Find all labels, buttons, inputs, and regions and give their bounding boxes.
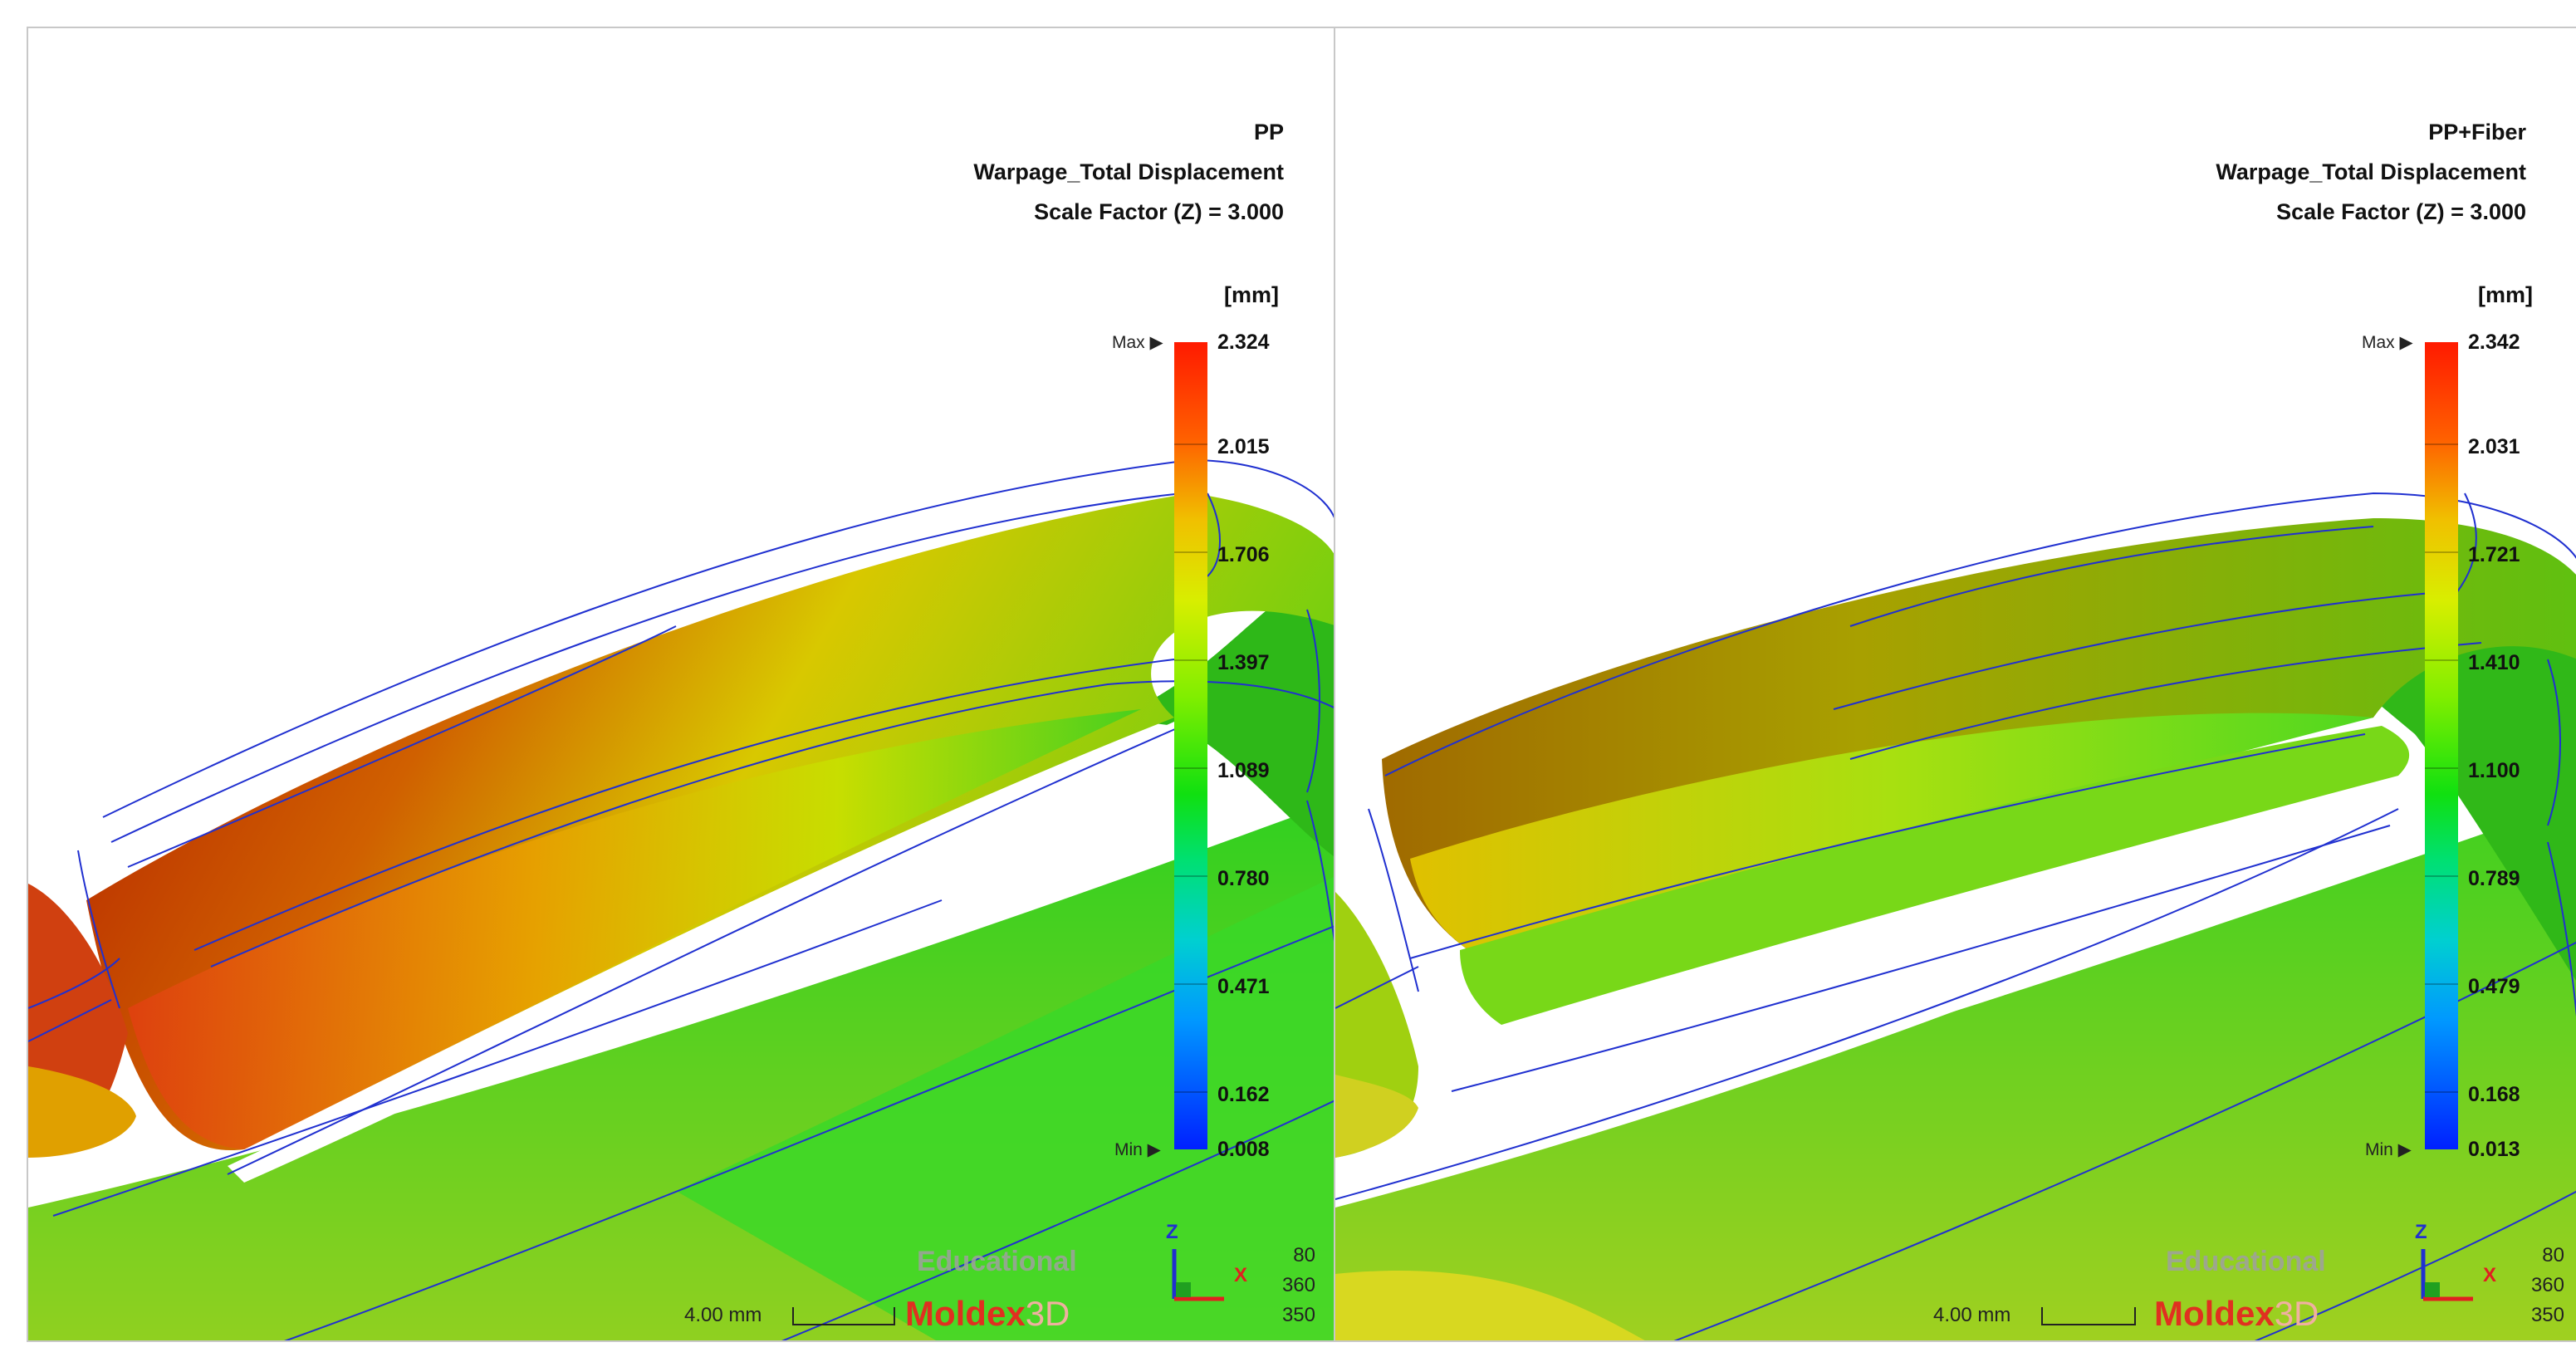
- legend-tick: [2425, 983, 2458, 985]
- legend-tick: [1174, 659, 1207, 661]
- legend-value: 2.015: [1217, 435, 1270, 458]
- color-legend-bar: [2425, 342, 2458, 1149]
- legend-tick: [2425, 551, 2458, 553]
- color-legend-bar: [1174, 342, 1207, 1149]
- legend-value: 0.479: [2468, 975, 2520, 998]
- scale-bar: [2041, 1307, 2136, 1325]
- legend-value: 1.089: [1217, 759, 1270, 782]
- min-marker: Min ▶: [1114, 1140, 1161, 1159]
- legend-value: 1.100: [2468, 759, 2520, 782]
- legend-value: 1.706: [1217, 543, 1270, 566]
- view-angle-1: 80: [1293, 1244, 1315, 1266]
- legend-value: 0.780: [1217, 867, 1270, 890]
- model-render-pp[interactable]: [28, 28, 1335, 1342]
- legend-unit: [mm]: [2478, 282, 2533, 307]
- legend-value: 2.031: [2468, 435, 2520, 458]
- legend-tick: [2425, 875, 2458, 877]
- axis-z-label: Z: [2415, 1221, 2427, 1243]
- max-marker: Max ▶: [2362, 333, 2413, 352]
- scale-bar-label: 4.00 mm: [684, 1304, 762, 1326]
- max-marker: Max ▶: [1112, 333, 1163, 352]
- moldex3d-logo: Moldex3D: [2154, 1294, 2319, 1333]
- view-angle-2: 360: [2530, 1274, 2564, 1296]
- model-render-pp-fiber[interactable]: [1335, 28, 2576, 1342]
- legend-value: 0.162: [1217, 1083, 1270, 1106]
- scale-factor-label: Scale Factor (Z) = 3.000: [1034, 199, 1284, 224]
- axis-triad-icon: [2421, 1249, 2473, 1301]
- scale-bar-label: 4.00 mm: [1933, 1304, 2011, 1326]
- educational-watermark: Educational: [2166, 1246, 2326, 1277]
- legend-value: 0.168: [2468, 1083, 2520, 1106]
- scale-factor-label: Scale Factor (Z) = 3.000: [2276, 199, 2526, 224]
- moldex3d-logo: Moldex3D: [905, 1294, 1070, 1333]
- min-marker: Min ▶: [2365, 1140, 2412, 1159]
- result-label: Warpage_Total Displacement: [2216, 159, 2526, 184]
- legend-value: 1.397: [1217, 651, 1270, 674]
- material-label: PP: [1253, 120, 1284, 145]
- legend-tick: [2425, 659, 2458, 661]
- axis-triad-icon: [1172, 1249, 1224, 1301]
- legend-tick: [1174, 443, 1207, 445]
- legend-unit: [mm]: [1224, 282, 1279, 307]
- view-angle-2: 360: [1281, 1274, 1315, 1296]
- legend-value: 2.342: [2468, 331, 2520, 354]
- legend-value: 0.471: [1217, 975, 1270, 998]
- legend-tick: [1174, 767, 1207, 769]
- view-angle-3: 350: [2530, 1304, 2564, 1326]
- legend-tick: [1174, 875, 1207, 877]
- axis-x-label: X: [1234, 1264, 1248, 1286]
- legend-value: 0.008: [1217, 1138, 1270, 1161]
- scale-bar: [792, 1307, 895, 1325]
- viewport-pp-fiber[interactable]: PP+Fiber Warpage_Total Displacement Scal…: [1334, 27, 2576, 1342]
- legend-value: 1.410: [2468, 651, 2520, 674]
- material-label: PP+Fiber: [2428, 120, 2526, 145]
- legend-value: 0.789: [2468, 867, 2520, 890]
- legend-tick: [2425, 443, 2458, 445]
- viewport-pp[interactable]: PP Warpage_Total Displacement Scale Fact…: [27, 27, 1335, 1342]
- legend-tick: [1174, 1091, 1207, 1093]
- view-angle-3: 350: [1281, 1304, 1315, 1326]
- legend-value: 0.013: [2468, 1138, 2520, 1161]
- legend-tick: [2425, 1091, 2458, 1093]
- educational-watermark: Educational: [917, 1246, 1077, 1277]
- axis-z-label: Z: [1166, 1221, 1178, 1243]
- legend-tick: [2425, 767, 2458, 769]
- legend-tick: [1174, 551, 1207, 553]
- legend-tick: [1174, 983, 1207, 985]
- legend-value: 2.324: [1217, 331, 1270, 354]
- axis-x-label: X: [2483, 1264, 2497, 1286]
- view-angle-1: 80: [2542, 1244, 2564, 1266]
- legend-value: 1.721: [2468, 543, 2520, 566]
- result-label: Warpage_Total Displacement: [973, 159, 1284, 184]
